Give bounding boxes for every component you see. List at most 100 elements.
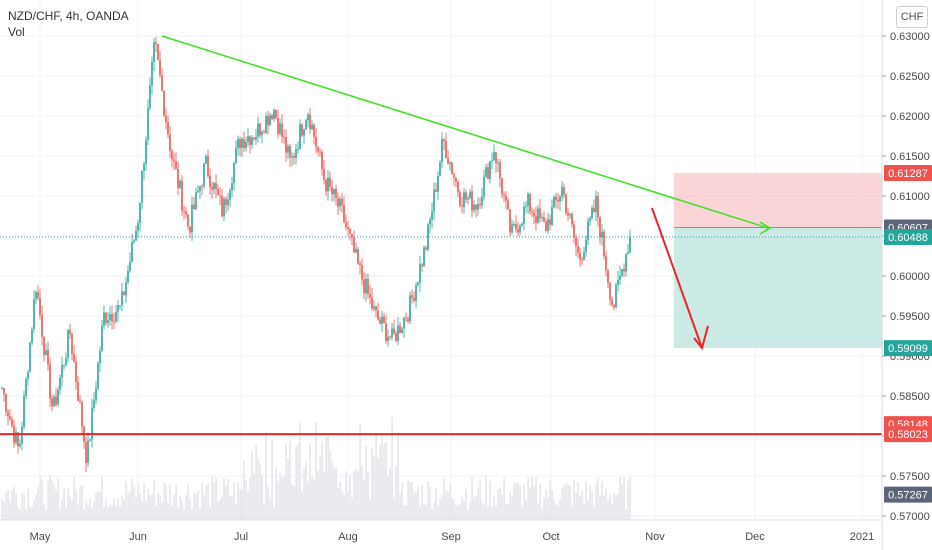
volume-bar xyxy=(49,475,51,520)
volume-bar xyxy=(139,493,141,520)
candle-body xyxy=(623,269,625,272)
candle-body xyxy=(469,191,471,199)
candle-body xyxy=(473,204,475,211)
volume-bar xyxy=(445,490,447,520)
volume-bar xyxy=(469,502,471,520)
candle-body xyxy=(45,349,47,355)
candle-body xyxy=(145,139,147,164)
volume-bar xyxy=(565,482,567,520)
candle-body xyxy=(365,278,367,294)
candle-body xyxy=(51,398,53,407)
volume-bar xyxy=(119,506,121,520)
candle-body xyxy=(443,139,445,141)
volume-bar xyxy=(513,481,515,520)
volume-bar xyxy=(257,458,259,520)
candle-body xyxy=(55,396,57,405)
volume-bar xyxy=(431,509,433,520)
candle-body xyxy=(101,325,103,351)
volume-bar xyxy=(129,491,131,520)
candle-body xyxy=(123,291,125,296)
volume-bar xyxy=(145,501,147,520)
x-tick-label: 2021 xyxy=(850,531,874,543)
candle-body xyxy=(59,377,61,390)
volume-bar xyxy=(229,495,231,520)
volume-bar xyxy=(241,489,243,520)
volume-bar xyxy=(47,480,49,520)
currency-button[interactable]: CHF xyxy=(896,6,928,28)
candle-body xyxy=(341,198,343,206)
volume-bar xyxy=(1,499,3,520)
volume-bar xyxy=(457,505,459,520)
candle-body xyxy=(367,278,369,294)
volume-bar xyxy=(383,443,385,520)
candle-body xyxy=(459,192,461,206)
candle-body xyxy=(537,208,539,223)
candle-body xyxy=(475,204,477,210)
volume-bar xyxy=(233,482,235,520)
candle-body xyxy=(43,336,45,355)
candle-body xyxy=(195,192,197,210)
candle-body xyxy=(363,279,365,294)
candle-body xyxy=(373,306,375,309)
volume-bar xyxy=(535,477,537,520)
price-badge-label: 0.58023 xyxy=(888,429,928,441)
volume-bar xyxy=(197,490,199,520)
x-tick-label: Oct xyxy=(542,531,559,543)
candle-body xyxy=(107,320,109,324)
candle-body xyxy=(281,123,283,137)
volume-bar xyxy=(503,477,505,520)
volume-bar xyxy=(67,487,69,520)
volume-bar xyxy=(345,471,347,520)
candle-body xyxy=(217,188,219,196)
candle-body xyxy=(361,265,363,280)
volume-bar xyxy=(125,481,127,520)
candle-body xyxy=(199,186,201,191)
volume-bar xyxy=(195,494,197,520)
candle-body xyxy=(339,198,341,207)
candle-body xyxy=(497,162,499,164)
volume-bar xyxy=(205,485,207,520)
volume-bar xyxy=(169,484,171,520)
candle-body xyxy=(461,205,463,207)
volume-bar xyxy=(449,483,451,520)
price-badge-label: 0.57267 xyxy=(888,490,928,502)
volume-indicator-label[interactable]: Vol xyxy=(8,25,25,39)
volume-bar xyxy=(227,479,229,520)
candle-body xyxy=(407,318,409,322)
volume-bar xyxy=(559,499,561,520)
candle-body xyxy=(343,205,345,223)
volume-bar xyxy=(215,477,217,520)
volume-bar xyxy=(421,484,423,520)
candle-body xyxy=(305,120,307,130)
candle-body xyxy=(541,217,543,219)
candle-body xyxy=(243,139,245,148)
volume-bar xyxy=(219,499,221,520)
volume-bar xyxy=(217,501,219,520)
candle-body xyxy=(483,176,485,197)
volume-bar xyxy=(409,481,411,520)
candle-body xyxy=(71,334,73,354)
candle-body xyxy=(279,123,281,134)
candle-body xyxy=(127,270,129,283)
candle-body xyxy=(29,342,31,373)
volume-bar xyxy=(439,499,441,520)
volume-bar xyxy=(325,436,327,520)
volume-bar xyxy=(501,494,503,520)
symbol-title[interactable]: NZD/CHF, 4h, OANDA xyxy=(8,9,129,23)
volume-bar xyxy=(133,486,135,520)
candle-body xyxy=(57,389,59,405)
volume-bar xyxy=(63,488,65,520)
candle-body xyxy=(465,192,467,200)
volume-bar xyxy=(377,458,379,520)
candle-body xyxy=(171,150,173,160)
x-tick-label: Dec xyxy=(745,531,765,543)
volume-bar xyxy=(313,480,315,520)
candle-body xyxy=(85,441,87,463)
candle-body xyxy=(601,231,603,238)
volume-bar xyxy=(311,476,313,520)
y-tick-label: 0.61500 xyxy=(890,151,930,163)
candle-body xyxy=(205,156,207,164)
candle-body xyxy=(285,137,287,153)
candle-body xyxy=(173,159,175,162)
